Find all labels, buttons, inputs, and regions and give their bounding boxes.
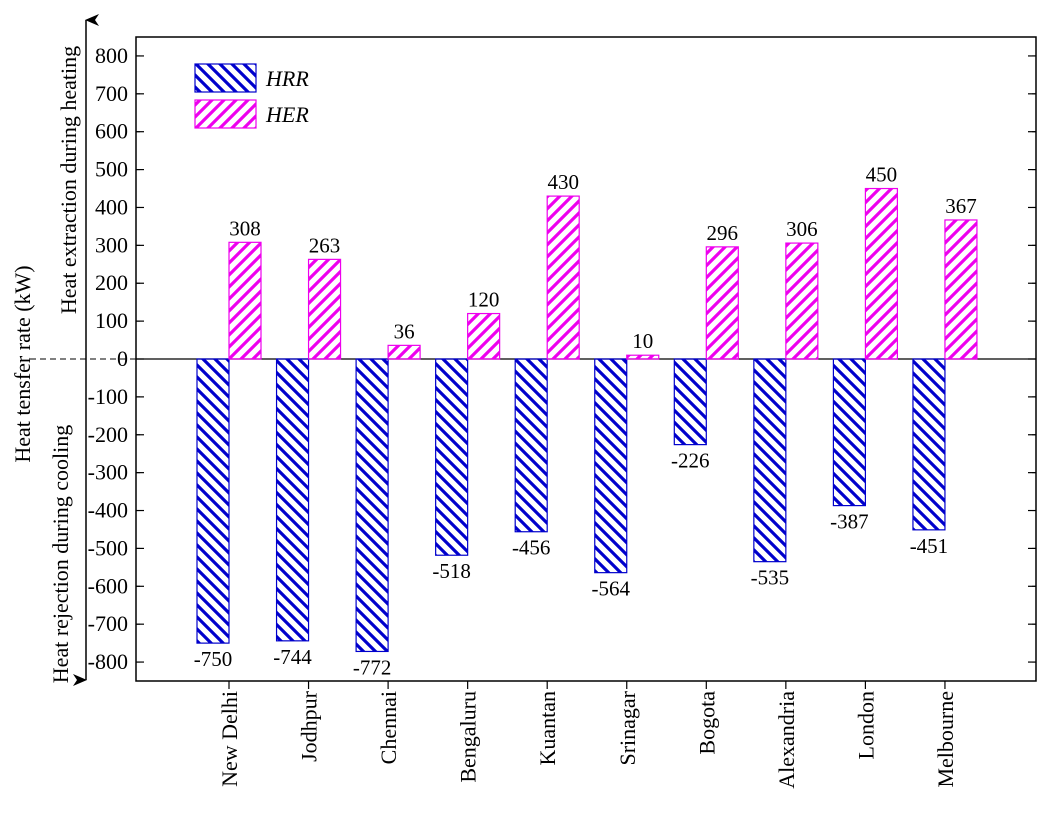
- data-label-hrr: -744: [273, 645, 312, 669]
- legend-label-her: HER: [265, 102, 309, 127]
- y-tick-label: -700: [88, 611, 128, 636]
- data-label-hrr: -535: [751, 566, 790, 590]
- bars: -750 308 -744 263 -772 36 -518 120 -456 430 -564 10…: [194, 163, 978, 679]
- bar-hrr-melbourne: [912, 358, 946, 531]
- category-label: Alexandria: [774, 691, 799, 789]
- y-tick-label: 200: [95, 270, 128, 295]
- y-tick-label: -100: [88, 384, 128, 409]
- bar-her-melbourne: [944, 219, 978, 360]
- y-tick-label: 800: [95, 43, 128, 68]
- y-tick-label: 400: [95, 194, 128, 219]
- category-label: Jodhpur: [297, 690, 322, 762]
- bar-her-jodhpur: [307, 258, 342, 360]
- y-tick-label: -600: [88, 573, 128, 598]
- data-label-her: 296: [707, 221, 739, 245]
- y-tick-label: -300: [88, 460, 128, 485]
- data-label-her: 120: [468, 288, 500, 312]
- legend-label-hrr: HRR: [265, 66, 309, 91]
- data-label-her: 430: [547, 170, 579, 194]
- y-tick-label: 100: [95, 308, 128, 333]
- data-label-her: 36: [394, 319, 415, 343]
- legend-swatch-her: [194, 99, 257, 129]
- data-label-her: 367: [945, 194, 977, 218]
- data-label-hrr: -456: [512, 536, 551, 560]
- data-label-hrr: -772: [353, 655, 392, 679]
- bar-hrr-srinagar: [594, 358, 628, 574]
- data-label-hrr: -750: [194, 647, 233, 671]
- bar-hrr-kuantan: [514, 358, 548, 533]
- y-tick-label: -400: [88, 498, 128, 523]
- bar-her-alexandria: [785, 242, 819, 360]
- category-label: Srinagar: [615, 690, 640, 765]
- y-tick-label: 500: [95, 157, 128, 182]
- bar-her-new-delhi: [228, 241, 262, 360]
- data-label-her: 308: [229, 216, 261, 240]
- category-label: Melbourne: [933, 691, 958, 788]
- bar-hrr-chennai: [355, 358, 389, 653]
- data-label-her: 306: [786, 217, 818, 241]
- bar-her-kuantan: [546, 195, 580, 360]
- data-label-her: 10: [632, 329, 653, 353]
- bar-her-srinagar: [626, 354, 660, 360]
- y-axis-title: Heat tensfer rate (kW): [10, 265, 35, 462]
- data-label-hrr: -387: [830, 510, 869, 534]
- legend-swatch-hrr: [194, 63, 257, 93]
- data-label-hrr: -451: [910, 534, 949, 558]
- legend: HRR HER: [194, 63, 309, 129]
- category-label: Chennai: [376, 691, 401, 764]
- category-label: New Delhi: [217, 691, 242, 787]
- bar-her-london: [864, 187, 899, 360]
- bar-hrr-bengaluru: [435, 358, 469, 556]
- y-tick-label: -500: [88, 535, 128, 560]
- data-label-hrr: -226: [671, 449, 710, 473]
- data-label-her: 450: [866, 163, 898, 187]
- category-label: Bengaluru: [456, 691, 481, 783]
- x-axis: New Delhi Jodhpur Chennai Bengaluru Kuantan S…: [217, 681, 958, 789]
- y-tick-label: -200: [88, 422, 128, 447]
- y-tick-label: 300: [95, 232, 128, 257]
- bar-her-chennai: [387, 344, 421, 360]
- y-tick-label: 600: [95, 119, 128, 144]
- bar-hrr-jodhpur: [275, 358, 310, 642]
- category-label: London: [853, 691, 878, 759]
- data-label-hrr: -518: [432, 559, 471, 583]
- bar-her-bengaluru: [467, 312, 501, 360]
- data-label-her: 263: [309, 233, 341, 257]
- category-label: Bogota: [694, 691, 719, 755]
- y-tick-label: -800: [88, 649, 128, 674]
- bar-her-bogota: [705, 246, 739, 360]
- y-label-upper: Heat extraction during heating: [56, 46, 81, 314]
- bar-hrr-bogota: [673, 358, 707, 446]
- data-label-hrr: -564: [592, 577, 631, 601]
- y-label-lower: Heat rejection during cooling: [48, 425, 73, 683]
- bar-hrr-new-delhi: [196, 358, 230, 644]
- y-tick-label: 0: [117, 346, 128, 371]
- bar-hrr-london: [832, 358, 867, 507]
- y-axis-annotation: Heat tensfer rate (kW) Heat extraction d…: [10, 14, 99, 686]
- category-label: Kuantan: [535, 691, 560, 766]
- bar-hrr-alexandria: [753, 358, 787, 563]
- y-axis: -800 -700 -600 -500 -400 -300 -200 -100 0 100 200 3…: [88, 43, 1036, 674]
- y-tick-label: 700: [95, 81, 128, 106]
